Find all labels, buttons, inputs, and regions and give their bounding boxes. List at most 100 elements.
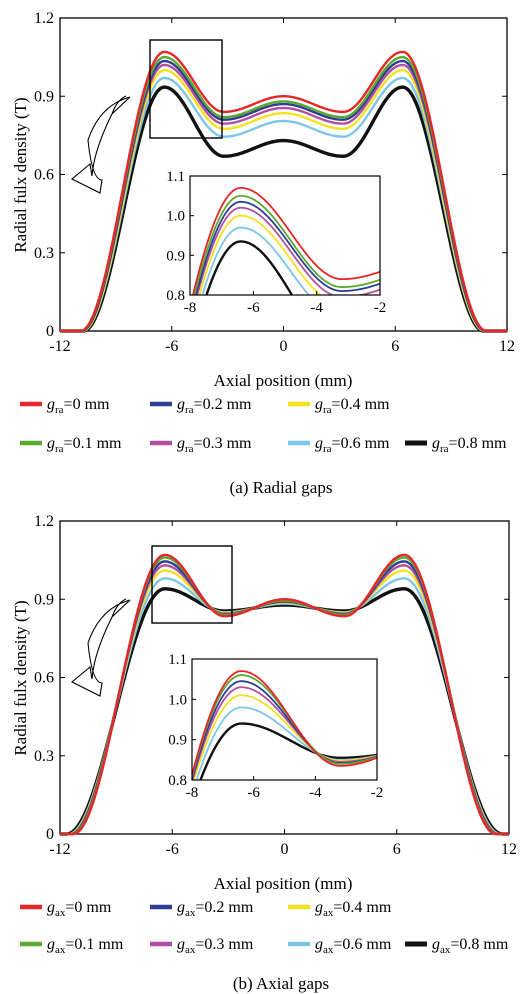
x-tick-label: 6 bbox=[393, 841, 401, 858]
legend-item: gax=0.4 mm bbox=[288, 899, 392, 919]
inset-zoom: 0.8 0.9 1.0 1.1 -8 -6 -4 -2 bbox=[168, 652, 384, 801]
x-tick-label: -6 bbox=[165, 338, 178, 355]
inset-series-line bbox=[205, 240, 294, 295]
series-line bbox=[60, 85, 507, 333]
legend-label: gax=0.1 mm bbox=[47, 936, 124, 956]
inset-series-line bbox=[193, 194, 380, 295]
legend-label: gra=0.3 mm bbox=[177, 435, 252, 455]
y-axis: 0 0.3 0.6 0.9 1.2 bbox=[34, 10, 507, 340]
legend-label: gra=0.1 mm bbox=[47, 435, 122, 455]
legend-item: gax=0.6 mm bbox=[288, 936, 392, 956]
inset-x-tick-label: -4 bbox=[309, 785, 322, 801]
y-axis: 0 0.3 0.6 0.9 1.2 bbox=[34, 513, 509, 843]
legend: gax=0 mm gax=0.2 mm gax=0.4 mm gax=0.1 mm ga… bbox=[20, 899, 509, 956]
x-axis: -12 -6 0 6 12 bbox=[49, 521, 517, 858]
legend-item: gra=0.8 mm bbox=[405, 435, 507, 455]
inset-series-line bbox=[192, 670, 377, 776]
inset-y-tick-label: 1.0 bbox=[168, 692, 187, 708]
x-tick-label: -12 bbox=[49, 841, 70, 858]
inset-x-tick-label: -6 bbox=[247, 300, 260, 316]
curved-arrow bbox=[71, 598, 131, 697]
panel-axial-gaps: 0 0.3 0.6 0.9 1.2 -12 -6 0 6 12 0.8 0.9 1.0 1.1 -8 -6… bbox=[11, 513, 517, 993]
y-tick-label: 1.2 bbox=[34, 513, 54, 530]
inset-series-line bbox=[195, 200, 380, 295]
inset-zoom: 0.8 0.9 1.0 1.1 -8 -6 -4 -2 bbox=[166, 169, 387, 316]
legend-item: gax=0.8 mm bbox=[405, 936, 509, 956]
inset-frame bbox=[189, 175, 381, 296]
legend-label: gax=0.8 mm bbox=[432, 936, 509, 956]
x-tick-label: 12 bbox=[499, 338, 515, 355]
y-tick-label: 0 bbox=[46, 826, 54, 843]
legend-label: gra=0 mm bbox=[47, 396, 110, 416]
x-tick-label: 0 bbox=[280, 338, 288, 355]
x-tick-label: 6 bbox=[391, 338, 399, 355]
inset-x-tick-label: -4 bbox=[310, 300, 323, 316]
legend-label: gax=0.6 mm bbox=[315, 936, 392, 956]
inset-y-tick-label: 0.9 bbox=[168, 733, 187, 749]
x-tick-label: 12 bbox=[501, 841, 517, 858]
y-axis-label: Radial fulx density (T) bbox=[11, 600, 30, 755]
legend-label: gra=0.8 mm bbox=[432, 435, 507, 455]
legend-label: gra=0.6 mm bbox=[315, 435, 390, 455]
inset-x-tick-label: -2 bbox=[374, 300, 387, 316]
x-tick-label: -6 bbox=[166, 841, 179, 858]
curves bbox=[60, 50, 507, 333]
legend-label: gax=0 mm bbox=[47, 899, 112, 919]
legend-item: gra=0 mm bbox=[20, 396, 110, 416]
inset-x-tick-label: -2 bbox=[371, 785, 384, 801]
inset-x-tick-label: -8 bbox=[186, 785, 199, 801]
zoom-box bbox=[149, 39, 223, 139]
y-tick-label: 1.2 bbox=[34, 10, 54, 27]
inset-series-line bbox=[192, 694, 377, 780]
legend-item: gax=0 mm bbox=[20, 899, 112, 919]
y-tick-label: 0 bbox=[46, 323, 54, 340]
panel-caption: (b) Axial gaps bbox=[233, 974, 329, 993]
inset-frame bbox=[191, 658, 378, 781]
x-tick-label: 0 bbox=[281, 841, 289, 858]
x-tick-label: -12 bbox=[49, 338, 70, 355]
y-tick-label: 0.9 bbox=[34, 88, 54, 105]
series-line bbox=[60, 553, 509, 836]
legend-item: gra=0.2 mm bbox=[150, 396, 252, 416]
legend-item: gax=0.2 mm bbox=[150, 899, 254, 919]
panel-caption: (a) Radial gaps bbox=[230, 478, 333, 497]
series-line bbox=[60, 50, 507, 333]
inset-x-tick-label: -6 bbox=[247, 785, 260, 801]
inset-series-line bbox=[196, 206, 380, 295]
inset-y-tick-label: 1.1 bbox=[166, 169, 185, 185]
inset-y-tick-label: 0.8 bbox=[166, 288, 185, 304]
legend-item: gax=0.1 mm bbox=[20, 936, 124, 956]
legend-label: gax=0.2 mm bbox=[177, 899, 254, 919]
legend-label: gra=0.2 mm bbox=[177, 396, 252, 416]
y-tick-label: 0.6 bbox=[34, 670, 54, 687]
y-tick-label: 0.6 bbox=[34, 167, 54, 184]
curved-arrow bbox=[71, 95, 131, 194]
legend-item: gra=0.1 mm bbox=[20, 435, 122, 455]
y-axis-label: Radial fulx density (T) bbox=[11, 97, 30, 252]
legend-label: gax=0.3 mm bbox=[177, 936, 254, 956]
inset-series-line bbox=[198, 214, 322, 295]
inset-series-line bbox=[201, 226, 310, 295]
legend: gra=0 mm gra=0.2 mm gra=0.4 mm gra=0.1 mm gr… bbox=[20, 396, 507, 455]
y-tick-label: 0.9 bbox=[34, 591, 54, 608]
inset-series-line bbox=[192, 686, 377, 780]
legend-label: gax=0.4 mm bbox=[315, 899, 392, 919]
inset-series-line bbox=[191, 187, 380, 295]
panel-radial-gaps: 0 0.3 0.6 0.9 1.2 -12 -6 0 6 12 0.8 0.9 1.0 1.1 -8 -6… bbox=[11, 10, 515, 497]
legend-item: gra=0.4 mm bbox=[288, 396, 390, 416]
inset-y-tick-label: 1.0 bbox=[166, 209, 185, 225]
series-line bbox=[60, 587, 509, 836]
inset-y-tick-label: 0.9 bbox=[166, 248, 185, 264]
y-tick-label: 0.3 bbox=[34, 245, 54, 262]
x-axis-label: Axial position (mm) bbox=[214, 874, 353, 893]
x-axis-label: Axial position (mm) bbox=[214, 371, 353, 390]
legend-item: gra=0.6 mm bbox=[288, 435, 390, 455]
legend-label: gra=0.4 mm bbox=[315, 396, 390, 416]
legend-item: gra=0.3 mm bbox=[150, 435, 252, 455]
legend-item: gax=0.3 mm bbox=[150, 936, 254, 956]
y-tick-label: 0.3 bbox=[34, 748, 54, 765]
curves bbox=[60, 553, 509, 836]
inset-series-line bbox=[199, 722, 377, 780]
inset-y-tick-label: 0.8 bbox=[168, 773, 187, 789]
